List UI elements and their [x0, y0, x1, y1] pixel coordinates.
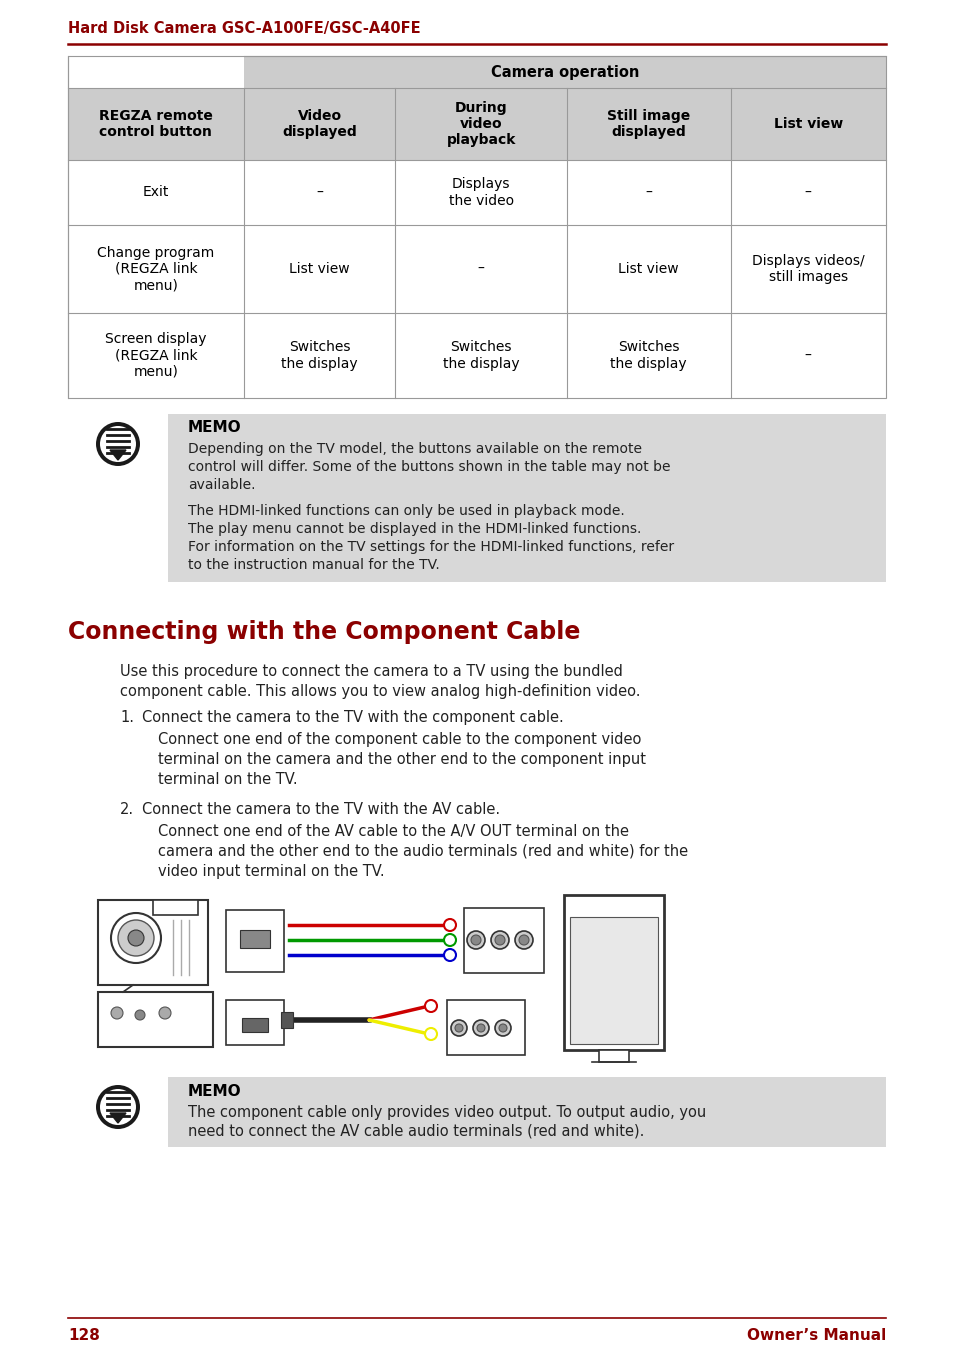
Circle shape — [443, 919, 456, 932]
Text: The play menu cannot be displayed in the HDMI-linked functions.: The play menu cannot be displayed in the… — [188, 522, 640, 535]
Circle shape — [473, 1019, 489, 1036]
Text: List view: List view — [618, 262, 679, 276]
Text: 128: 128 — [68, 1329, 100, 1344]
Circle shape — [424, 1000, 436, 1013]
Bar — [98, 900, 208, 986]
Text: Depending on the TV model, the buttons available on the remote: Depending on the TV model, the buttons a… — [188, 442, 641, 456]
Bar — [569, 917, 658, 1044]
Text: –: – — [315, 185, 323, 200]
Text: Change program
(REGZA link
menu): Change program (REGZA link menu) — [97, 246, 214, 292]
Text: Video
displayed: Video displayed — [282, 110, 356, 139]
Circle shape — [495, 1019, 511, 1036]
Text: Connecting with the Component Cable: Connecting with the Component Cable — [68, 621, 579, 644]
Text: REGZA remote
control button: REGZA remote control button — [99, 110, 213, 139]
Bar — [68, 88, 885, 160]
Circle shape — [424, 1014, 436, 1026]
Circle shape — [100, 1088, 136, 1125]
Circle shape — [111, 1007, 123, 1019]
Circle shape — [467, 932, 484, 949]
Text: to the instruction manual for the TV.: to the instruction manual for the TV. — [188, 558, 439, 572]
Text: 2.: 2. — [120, 802, 134, 817]
Circle shape — [476, 1023, 484, 1032]
Bar — [281, 1013, 293, 1028]
Text: control will differ. Some of the buttons shown in the table may not be: control will differ. Some of the buttons… — [188, 460, 670, 475]
Bar — [68, 88, 244, 160]
Text: Switches
the display: Switches the display — [442, 341, 518, 370]
Bar — [168, 414, 885, 581]
Bar — [98, 992, 213, 1046]
Circle shape — [455, 1023, 462, 1032]
Text: MEMO: MEMO — [188, 420, 241, 435]
Circle shape — [135, 1010, 145, 1019]
Text: During
video
playback: During video playback — [446, 101, 516, 147]
Text: Owner’s Manual: Owner’s Manual — [746, 1329, 885, 1344]
Text: –: – — [804, 349, 811, 362]
Circle shape — [451, 1019, 467, 1036]
Bar — [242, 1018, 268, 1032]
Circle shape — [518, 936, 529, 945]
Bar — [598, 1051, 628, 1063]
Text: List view: List view — [289, 262, 350, 276]
Circle shape — [128, 930, 144, 946]
Circle shape — [111, 913, 161, 963]
Text: camera and the other end to the audio terminals (red and white) for the: camera and the other end to the audio te… — [158, 844, 687, 859]
Text: video input terminal on the TV.: video input terminal on the TV. — [158, 864, 384, 879]
Bar — [68, 55, 885, 397]
Circle shape — [424, 1028, 436, 1040]
Polygon shape — [110, 1113, 126, 1124]
Bar — [240, 930, 270, 948]
Text: available.: available. — [188, 479, 255, 492]
Circle shape — [471, 936, 480, 945]
Text: component cable. This allows you to view analog high-definition video.: component cable. This allows you to view… — [120, 684, 639, 699]
Text: –: – — [804, 185, 811, 200]
Text: Use this procedure to connect the camera to a TV using the bundled: Use this procedure to connect the camera… — [120, 664, 622, 679]
Text: Connect the camera to the TV with the AV cable.: Connect the camera to the TV with the AV… — [142, 802, 499, 817]
Circle shape — [443, 949, 456, 961]
Bar — [226, 910, 284, 972]
Circle shape — [498, 1023, 506, 1032]
Text: Switches
the display: Switches the display — [281, 341, 357, 370]
Text: –: – — [644, 185, 652, 200]
Text: The component cable only provides video output. To output audio, you: The component cable only provides video … — [188, 1105, 705, 1119]
Text: Displays
the video: Displays the video — [448, 177, 513, 208]
Text: Connect the camera to the TV with the component cable.: Connect the camera to the TV with the co… — [142, 710, 563, 725]
Circle shape — [100, 426, 136, 462]
Text: MEMO: MEMO — [188, 1083, 241, 1098]
Text: need to connect the AV cable audio terminals (red and white).: need to connect the AV cable audio termi… — [188, 1124, 643, 1138]
Bar — [168, 1078, 885, 1146]
Circle shape — [118, 919, 153, 956]
Circle shape — [159, 1007, 171, 1019]
Text: For information on the TV settings for the HDMI-linked functions, refer: For information on the TV settings for t… — [188, 539, 674, 554]
Text: Displays videos/
still images: Displays videos/ still images — [751, 254, 863, 284]
Circle shape — [515, 932, 533, 949]
Polygon shape — [110, 450, 126, 460]
Bar — [68, 55, 885, 397]
Bar — [463, 909, 543, 973]
Text: List view: List view — [773, 118, 842, 131]
Circle shape — [96, 1086, 140, 1129]
Circle shape — [96, 422, 140, 466]
Text: Switches
the display: Switches the display — [610, 341, 686, 370]
Bar — [244, 55, 885, 88]
Circle shape — [491, 932, 509, 949]
Circle shape — [443, 934, 456, 946]
Text: Still image
displayed: Still image displayed — [606, 110, 690, 139]
Text: Hard Disk Camera GSC-A100FE/GSC-A40FE: Hard Disk Camera GSC-A100FE/GSC-A40FE — [68, 20, 420, 35]
Bar — [226, 1000, 284, 1045]
Text: The HDMI-linked functions can only be used in playback mode.: The HDMI-linked functions can only be us… — [188, 504, 624, 518]
Text: terminal on the camera and the other end to the component input: terminal on the camera and the other end… — [158, 752, 645, 767]
Text: Connect one end of the AV cable to the A/V OUT terminal on the: Connect one end of the AV cable to the A… — [158, 823, 628, 840]
Circle shape — [495, 936, 504, 945]
Bar — [152, 900, 198, 915]
Text: Connect one end of the component cable to the component video: Connect one end of the component cable t… — [158, 731, 640, 748]
Bar — [563, 895, 663, 1051]
Text: –: – — [477, 262, 484, 276]
Text: terminal on the TV.: terminal on the TV. — [158, 772, 297, 787]
Text: Exit: Exit — [143, 185, 169, 200]
Text: Camera operation: Camera operation — [490, 65, 639, 80]
Bar — [447, 1000, 524, 1055]
Text: Screen display
(REGZA link
menu): Screen display (REGZA link menu) — [105, 333, 207, 379]
Text: 1.: 1. — [120, 710, 133, 725]
